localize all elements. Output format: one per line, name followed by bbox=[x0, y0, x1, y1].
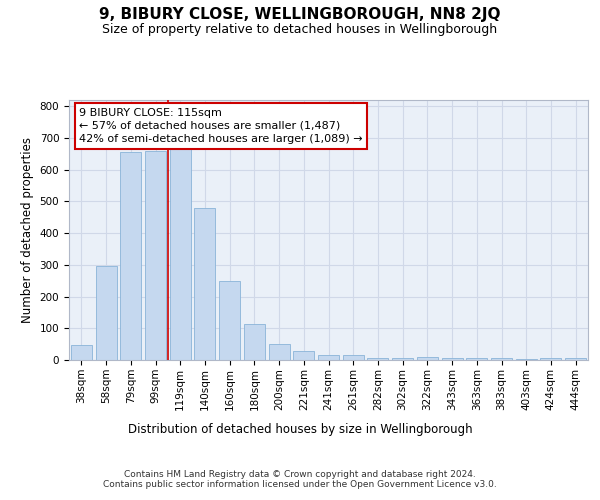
Text: 9, BIBURY CLOSE, WELLINGBOROUGH, NN8 2JQ: 9, BIBURY CLOSE, WELLINGBOROUGH, NN8 2JQ bbox=[99, 8, 501, 22]
Text: 9 BIBURY CLOSE: 115sqm
← 57% of detached houses are smaller (1,487)
42% of semi-: 9 BIBURY CLOSE: 115sqm ← 57% of detached… bbox=[79, 108, 363, 144]
Bar bbox=[71, 345, 92, 360]
Bar bbox=[541, 358, 562, 360]
Bar bbox=[219, 280, 240, 360]
Text: Distribution of detached houses by size in Wellingborough: Distribution of detached houses by size … bbox=[128, 422, 472, 436]
Bar bbox=[293, 351, 314, 360]
Bar bbox=[194, 208, 215, 360]
Text: Contains HM Land Registry data © Crown copyright and database right 2024.
Contai: Contains HM Land Registry data © Crown c… bbox=[103, 470, 497, 490]
Bar bbox=[343, 355, 364, 360]
Bar bbox=[442, 358, 463, 360]
Bar bbox=[95, 266, 116, 360]
Bar bbox=[367, 358, 388, 360]
Text: Size of property relative to detached houses in Wellingborough: Size of property relative to detached ho… bbox=[103, 22, 497, 36]
Bar bbox=[170, 148, 191, 360]
Bar bbox=[392, 358, 413, 360]
Y-axis label: Number of detached properties: Number of detached properties bbox=[21, 137, 34, 323]
Bar bbox=[565, 358, 586, 360]
Bar bbox=[491, 358, 512, 360]
Bar bbox=[244, 324, 265, 360]
Bar bbox=[417, 358, 438, 360]
Bar bbox=[466, 358, 487, 360]
Bar bbox=[269, 344, 290, 360]
Bar bbox=[120, 152, 141, 360]
Bar bbox=[145, 150, 166, 360]
Bar bbox=[318, 354, 339, 360]
